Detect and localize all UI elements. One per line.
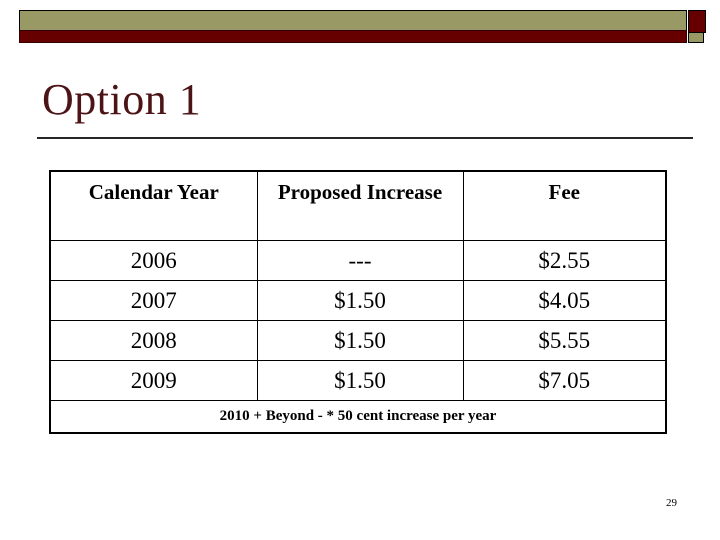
table-cell-fee: $4.05 xyxy=(462,280,667,321)
header-proposed-increase: Proposed Increase xyxy=(256,170,464,241)
table-cell-year: 2009 xyxy=(49,360,258,401)
table-row: 2008 $1.50 $5.55 xyxy=(49,320,667,361)
banner-red-square xyxy=(688,10,706,33)
slide-title: Option 1 xyxy=(42,75,202,124)
table-cell-increase: $1.50 xyxy=(256,280,464,321)
table-cell-increase: $1.50 xyxy=(256,320,464,361)
header-calendar-year: Calendar Year xyxy=(49,170,258,241)
table-cell-fee: $7.05 xyxy=(462,360,667,401)
table-footer-row: 2010 + Beyond - * 50 cent increase per y… xyxy=(49,400,667,434)
table-header-row: Calendar Year Proposed Increase Fee xyxy=(49,170,667,241)
table-footer-note: 2010 + Beyond - * 50 cent increase per y… xyxy=(49,400,667,434)
table-row: 2009 $1.50 $7.05 xyxy=(49,360,667,401)
table-cell-year: 2008 xyxy=(49,320,258,361)
table-cell-fee: $2.55 xyxy=(462,240,667,281)
table-row: 2006 --- $2.55 xyxy=(49,240,667,281)
title-underline xyxy=(37,137,693,139)
fee-table: Calendar Year Proposed Increase Fee 2006… xyxy=(49,170,667,434)
table-cell-year: 2006 xyxy=(49,240,258,281)
table-cell-fee: $5.55 xyxy=(462,320,667,361)
table-cell-increase: --- xyxy=(256,240,464,281)
banner-red-bar xyxy=(19,30,687,43)
table-row: 2007 $1.50 $4.05 xyxy=(49,280,667,321)
header-fee: Fee xyxy=(462,170,667,241)
banner-tan-bar xyxy=(19,10,687,31)
banner-tan-square xyxy=(688,32,704,43)
table-cell-increase: $1.50 xyxy=(256,360,464,401)
page-number: 29 xyxy=(666,497,677,509)
table-cell-year: 2007 xyxy=(49,280,258,321)
